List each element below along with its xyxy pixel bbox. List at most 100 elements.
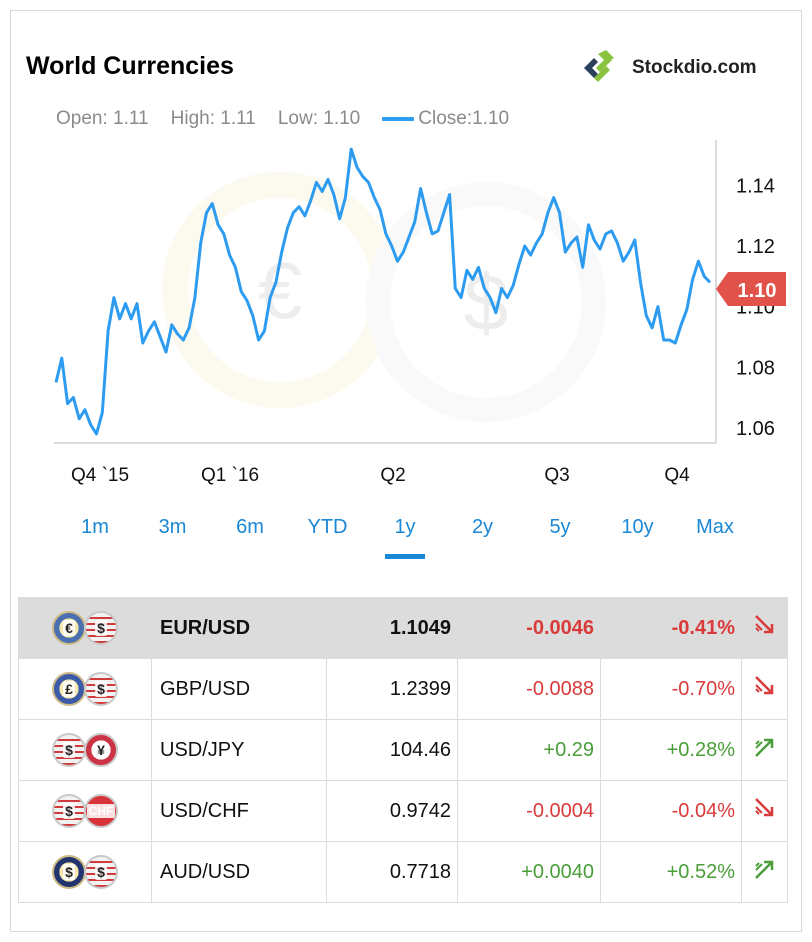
trend-up-icon (754, 860, 773, 879)
currency-row[interactable]: € $ EUR/USD 1.1049 -0.0046 -0.41% (18, 597, 788, 659)
close-value: 1.10 (472, 108, 510, 129)
quote-currency-symbol: $ (95, 864, 107, 880)
trend-down-icon (754, 798, 773, 817)
currency-flags: $ CHF (18, 780, 152, 842)
currency-table: € $ EUR/USD 1.1049 -0.0046 -0.41% £ $ GBP/USD 1.2… (18, 597, 788, 903)
range-10y[interactable]: 10y (621, 516, 654, 538)
pair-price: 104.46 (326, 719, 458, 781)
base-currency-coin-icon: £ (52, 672, 86, 706)
currency-flags: £ $ (18, 658, 152, 720)
range-ytd[interactable]: YTD (307, 516, 348, 538)
quote-currency-coin-icon: CHF (84, 794, 118, 828)
pair-change: +0.29 (457, 719, 601, 781)
x-tick-labels: Q4 `15 Q1 `16 Q2 Q3 Q4 (71, 465, 690, 486)
dollar-coin-watermark (366, 182, 606, 422)
y-tick-label: 1.06 (736, 418, 775, 440)
pair-symbol: EUR/USD (151, 597, 327, 659)
pair-change-percent: -0.04% (600, 780, 742, 842)
currency-flags: $ ¥ (18, 719, 152, 781)
currency-row[interactable]: £ $ GBP/USD 1.2399 -0.0088 -0.70% (18, 658, 788, 720)
base-currency-symbol: € (63, 620, 75, 636)
pair-price: 1.2399 (326, 658, 458, 720)
quote-currency-coin-icon: $ (84, 672, 118, 706)
quote-currency-symbol: $ (95, 620, 107, 636)
trend-cell (741, 597, 788, 659)
trend-cell (741, 780, 788, 842)
quote-currency-coin-icon: $ (84, 611, 118, 645)
high-readout: High: 1.11 (171, 108, 256, 130)
trend-up-icon (754, 738, 773, 757)
y-tick-label: 1.12 (736, 236, 775, 258)
range-6m[interactable]: 6m (236, 516, 264, 538)
trend-cell (741, 719, 788, 781)
base-currency-symbol: $ (63, 864, 75, 880)
chart-watermark: € $ (162, 172, 606, 422)
pair-change: -0.0004 (457, 780, 601, 842)
base-currency-symbol: £ (63, 681, 75, 697)
trend-cell (741, 841, 788, 903)
pair-change-percent: -0.70% (600, 658, 742, 720)
currency-flags: € $ (18, 597, 152, 659)
price-tag-shape (716, 272, 786, 306)
quote-currency-symbol: $ (95, 681, 107, 697)
range-1y[interactable]: 1y (370, 516, 440, 559)
pair-symbol: USD/JPY (151, 719, 327, 781)
low-readout: Low: 1.10 (278, 108, 360, 130)
high-label: High: (170, 108, 215, 129)
pair-change: -0.0046 (457, 597, 601, 659)
pair-change-percent: -0.41% (600, 597, 742, 659)
x-tick-label: Q1 `16 (201, 465, 259, 486)
y-tick-label: 1.14 (736, 175, 775, 197)
pair-change-percent: +0.28% (600, 719, 742, 781)
currency-row[interactable]: $ CHF USD/CHF 0.9742 -0.0004 -0.04% (18, 780, 788, 842)
low-label: Low: (277, 108, 318, 129)
pair-change-percent: +0.52% (600, 841, 742, 903)
pair-price: 0.9742 (326, 780, 458, 842)
widget-title: World Currencies (26, 52, 234, 80)
range-max[interactable]: Max (696, 516, 734, 538)
pair-change: +0.0040 (457, 841, 601, 903)
close-line-swatch (382, 117, 415, 121)
range-3m[interactable]: 3m (158, 516, 187, 538)
pair-price: 0.7718 (326, 841, 458, 903)
close-readout: Close: 1.10 (382, 108, 509, 130)
range-5y[interactable]: 5y (549, 516, 571, 538)
close-price-line (54, 147, 712, 436)
quote-currency-coin-icon: ¥ (84, 733, 118, 767)
series-layer (54, 147, 712, 436)
current-price-tag: 1.10 (716, 272, 786, 306)
pair-price: 1.1049 (326, 597, 458, 659)
stockdio-logo-icon (584, 50, 614, 82)
y-tick-labels: 1.06 1.08 1.10 1.12 1.14 (736, 175, 775, 439)
euro-coin-watermark-inner (188, 198, 372, 382)
quote-currency-coin-icon: $ (84, 855, 118, 889)
quote-currency-symbol: ¥ (95, 742, 107, 758)
range-2y[interactable]: 2y (471, 516, 494, 538)
base-currency-coin-icon: $ (52, 794, 86, 828)
trend-down-icon (754, 615, 773, 634)
currency-row[interactable]: $ ¥ USD/JPY 104.46 +0.29 +0.28% (18, 719, 788, 781)
base-currency-symbol: $ (63, 742, 75, 758)
open-label: Open: (56, 108, 108, 129)
brand[interactable]: Stockdio.com (580, 48, 757, 88)
base-currency-coin-icon: $ (52, 733, 86, 767)
dollar-symbol-watermark: $ (464, 258, 509, 347)
x-tick-label: Q3 (544, 465, 569, 486)
close-label: Close: (418, 108, 473, 129)
pair-change: -0.0088 (457, 658, 601, 720)
base-currency-symbol: $ (63, 803, 75, 819)
base-currency-coin-icon: $ (52, 855, 86, 889)
high-value: 1.11 (220, 108, 256, 129)
currency-row[interactable]: $ $ AUD/USD 0.7718 +0.0040 +0.52% (18, 841, 788, 903)
quote-currency-symbol: CHF (86, 804, 116, 818)
x-tick-label: Q4 (664, 465, 690, 486)
brand-name: Stockdio.com (632, 57, 757, 78)
pair-symbol: GBP/USD (151, 658, 327, 720)
y-tick-label: 1.08 (736, 357, 775, 379)
price-chart[interactable]: € $ Q4 `15 Q1 `16 Q2 Q3 Q4 1.061.081.101.121… (0, 0, 812, 500)
ohlc-readout: Open: 1.11 High: 1.11 Low: 1.10 Close: 1… (56, 108, 509, 130)
dollar-coin-watermark-inner (390, 206, 582, 398)
open-value: 1.11 (113, 108, 149, 129)
range-1m[interactable]: 1m (81, 516, 109, 538)
pair-symbol: USD/CHF (151, 780, 327, 842)
